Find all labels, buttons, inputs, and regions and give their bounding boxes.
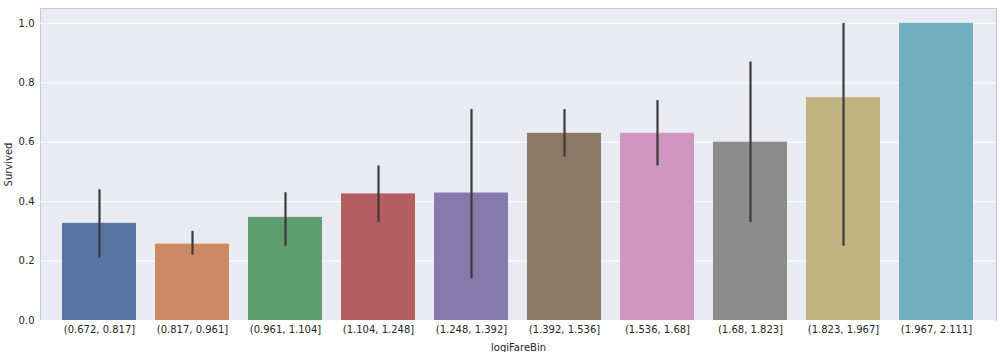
svg-text:logiFareBin: logiFareBin	[491, 342, 546, 352]
svg-text:0.4: 0.4	[19, 196, 35, 207]
svg-text:Survived: Survived	[3, 143, 14, 187]
svg-text:(1.68, 1.823]: (1.68, 1.823]	[718, 324, 783, 335]
svg-text:0.6: 0.6	[19, 136, 35, 147]
svg-text:(1.823, 1.967]: (1.823, 1.967]	[808, 324, 880, 335]
svg-text:(0.817, 0.961]: (0.817, 0.961]	[157, 324, 229, 335]
svg-text:0.0: 0.0	[19, 315, 35, 326]
svg-text:(1.104, 1.248]: (1.104, 1.248]	[343, 324, 415, 335]
svg-text:0.2: 0.2	[19, 255, 35, 266]
svg-text:0.8: 0.8	[19, 77, 35, 88]
svg-text:1.0: 1.0	[19, 18, 35, 29]
svg-text:(1.248, 1.392]: (1.248, 1.392]	[436, 324, 508, 335]
svg-text:(1.392, 1.536]: (1.392, 1.536]	[529, 324, 601, 335]
svg-text:(0.672, 0.817]: (0.672, 0.817]	[64, 324, 136, 335]
svg-text:(0.961, 1.104]: (0.961, 1.104]	[250, 324, 322, 335]
svg-text:(1.536, 1.68]: (1.536, 1.68]	[625, 324, 690, 335]
svg-text:(1.967, 2.111]: (1.967, 2.111]	[901, 324, 973, 335]
